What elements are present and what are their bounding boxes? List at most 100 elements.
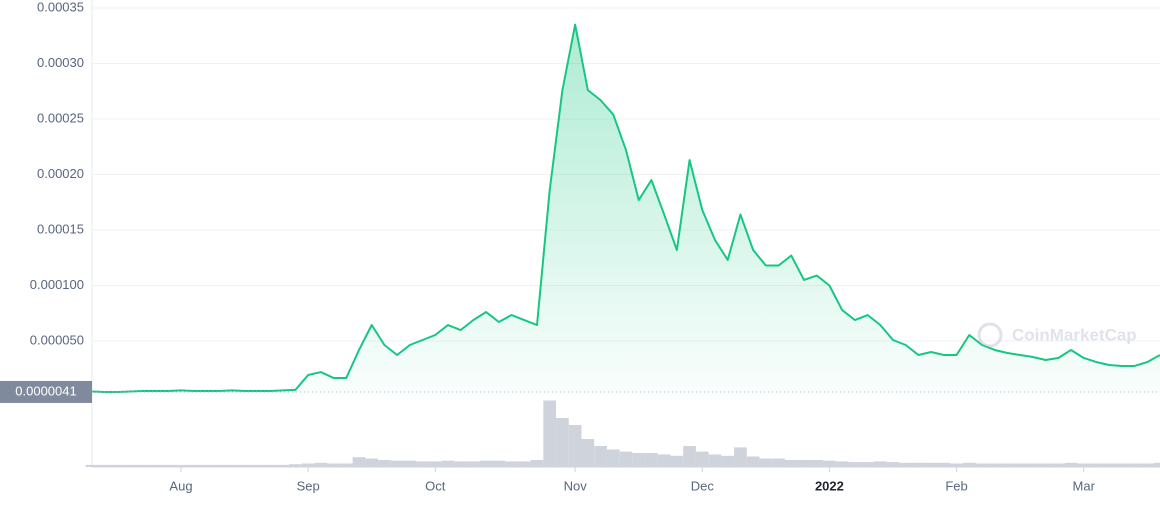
volume-bar [454, 461, 468, 467]
volume-bar [594, 446, 607, 467]
volume-bar [225, 464, 239, 467]
volume-bar [352, 457, 366, 467]
volume-bar [1102, 463, 1116, 467]
volume-bar [301, 463, 315, 467]
volume-bar [1128, 463, 1141, 467]
volume-bar [517, 461, 531, 467]
watermark: CoinMarketCap [977, 322, 1137, 348]
price-line [91, 23, 1160, 394]
volume-bar [606, 449, 620, 467]
x-tick-label: Feb [945, 478, 967, 493]
volume-bar [912, 462, 925, 467]
current-value-label: 0.0000041 [15, 383, 76, 398]
volume-bar [289, 464, 302, 467]
volume-bar [441, 460, 455, 467]
volume-bar [797, 460, 811, 467]
volume-bar [581, 439, 595, 467]
volume-bar [721, 455, 735, 467]
volume-bar [327, 463, 340, 467]
volume-bar [85, 464, 99, 467]
volume-bar [924, 462, 938, 467]
y-tick-label: 0.00035 [37, 0, 84, 14]
volume-bar [1064, 462, 1078, 467]
volume-bar [746, 456, 760, 467]
y-tick-label: 0.00015 [37, 221, 84, 236]
volume-bar [848, 462, 862, 467]
volume-bar [212, 464, 226, 467]
volume-bar [823, 460, 836, 467]
volume-bar [149, 464, 162, 467]
y-tick-label: 0.00020 [37, 166, 84, 181]
volume-bar [975, 463, 989, 467]
volume-bar [136, 464, 150, 467]
watermark-text: CoinMarketCap [1012, 325, 1137, 344]
volume-bar [403, 460, 417, 467]
x-tick-label: Mar [1073, 478, 1096, 493]
volume-bar [98, 464, 112, 467]
volume-bar [937, 462, 951, 467]
volume-bar [657, 454, 671, 467]
volume-bar [111, 464, 124, 467]
volume-bar [645, 453, 658, 467]
volume-bar [1051, 463, 1065, 467]
volume-bar [161, 464, 175, 467]
volume-bar [1026, 463, 1040, 467]
volume-bar [632, 453, 646, 467]
volume-bar [1090, 463, 1103, 467]
price-area [92, 24, 1160, 397]
x-tick-label: Aug [169, 478, 192, 493]
volume-bar [695, 451, 709, 467]
volume-bar [505, 461, 518, 467]
x-tick-label: Sep [297, 478, 320, 493]
volume-bar [492, 460, 506, 467]
volume-bar [1115, 463, 1129, 467]
y-tick-label: 0.000050 [30, 332, 84, 347]
volume-bar [416, 461, 429, 467]
volume-bar [276, 464, 290, 467]
volume-bar [568, 425, 582, 467]
x-tick-label: Dec [691, 478, 715, 493]
y-tick-label: 0.00030 [37, 55, 84, 70]
volume-bar [1013, 463, 1027, 467]
volume-bar [174, 464, 188, 467]
volume-bar [250, 464, 264, 467]
volume-bar [390, 460, 404, 467]
volume-bar [962, 462, 976, 467]
volume-bar [556, 418, 569, 467]
current-value-box [0, 380, 92, 403]
volume-bar [670, 455, 684, 467]
volume-bar [899, 462, 913, 467]
volume-bar [1001, 463, 1014, 467]
y-tick-label: 0.000100 [30, 277, 84, 292]
volume-bar [835, 461, 849, 467]
x-tick-label: Oct [425, 478, 446, 493]
volume-bar [619, 451, 633, 467]
volume-bar [365, 458, 379, 467]
volume-bar [873, 461, 887, 467]
volume-bar [772, 458, 785, 467]
volume-bar [1039, 463, 1052, 467]
volume-bar [339, 463, 353, 467]
volume-bar [200, 464, 213, 467]
volume-bar [810, 460, 824, 467]
volume-bar [428, 461, 442, 467]
volume-bar [950, 463, 963, 467]
volume-bar [263, 464, 277, 467]
volume-bar [1077, 463, 1091, 467]
volume-bar [187, 464, 201, 467]
volume-bar [1153, 462, 1160, 467]
volume-bar [988, 463, 1002, 467]
volume-bar [683, 446, 696, 467]
volume-bar [238, 464, 251, 467]
volume-bar [467, 461, 480, 467]
volume-bar [479, 460, 493, 467]
volume-bar [378, 460, 391, 467]
volume-bar [759, 458, 773, 467]
x-tick-label: Nov [564, 478, 588, 493]
volume-bar [784, 460, 798, 467]
volume-bar [530, 460, 544, 467]
x-tick-label: 2022 [815, 478, 844, 493]
volume-bar [708, 454, 722, 467]
volume-bar [543, 400, 557, 467]
